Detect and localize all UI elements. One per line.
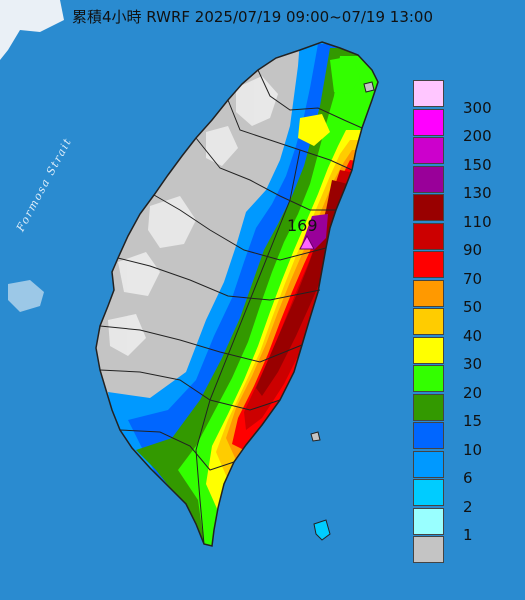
- county-borders: [99, 69, 363, 545]
- legend-label: 50: [463, 298, 483, 316]
- legend-swatch: [413, 479, 444, 506]
- legend-label: 70: [463, 269, 483, 288]
- legend-label: 200: [463, 127, 492, 145]
- legend-label: 10: [463, 440, 483, 459]
- coastline: [95, 41, 379, 547]
- legend-swatch: [413, 536, 444, 563]
- sea-white-patches: [0, 0, 64, 312]
- legend-swatch: [413, 80, 444, 107]
- legend-swatch: [413, 108, 444, 136]
- legend-swatch: [413, 336, 444, 364]
- legend-swatch: [413, 222, 444, 250]
- rainfall-legend: 300 200 150 130 110 90 70 50 40 30 20 15 10 6 2 1: [413, 80, 520, 569]
- legend-swatch: [413, 507, 444, 535]
- legend-swatch: [413, 279, 444, 307]
- legend-label: 6: [463, 469, 473, 487]
- terrain-highlights: [108, 76, 278, 356]
- legend-label: 90: [463, 241, 483, 259]
- legend-label: 110: [463, 212, 492, 231]
- legend-swatch: [413, 137, 444, 164]
- offshore-islands: [310, 81, 375, 541]
- max-rain-marker-icon: [299, 234, 315, 250]
- legend-swatch: [413, 251, 444, 278]
- legend-swatch: [413, 393, 444, 421]
- rain-north-20: [330, 56, 360, 94]
- legend-swatch: [413, 194, 444, 221]
- legend-label: 20: [463, 383, 483, 402]
- legend-swatch: [413, 422, 444, 449]
- legend-label: 130: [463, 184, 492, 202]
- map-title: 累積4小時 RWRF 2025/07/19 09:00~07/19 13:00: [72, 8, 434, 26]
- legend-label: 40: [463, 326, 483, 345]
- legend-swatch: [413, 165, 444, 193]
- legend-label: 150: [463, 155, 492, 174]
- legend-swatch: [413, 450, 444, 478]
- legend-swatch: [413, 365, 444, 392]
- max-value-label: 169: [287, 216, 318, 235]
- legend-label: 300: [463, 98, 492, 117]
- legend-label: 1: [463, 526, 473, 544]
- legend-swatch: [413, 308, 444, 335]
- rain-north-30: [298, 114, 330, 146]
- legend-label: 15: [463, 412, 483, 430]
- legend-label: 30: [463, 355, 483, 373]
- legend-label: 2: [463, 497, 473, 516]
